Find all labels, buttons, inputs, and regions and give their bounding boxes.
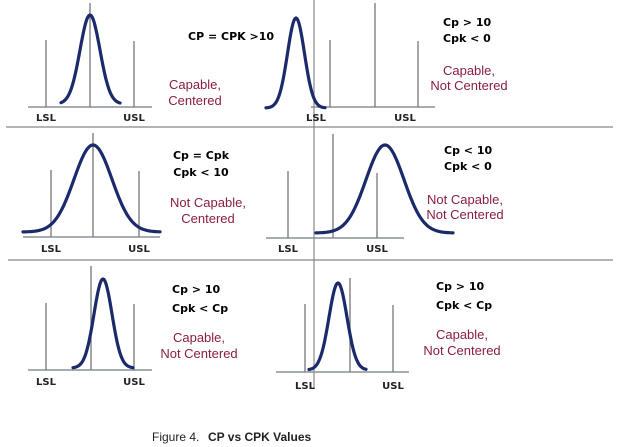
figure-caption: Figure 4. CP vs CPK Values (152, 430, 311, 444)
distribution-curve (21, 143, 162, 234)
verdict-line: Capable, (436, 327, 488, 342)
lsl-label: LSL (278, 244, 299, 255)
panel-6-text: LSL USL Cp > 10 Cpk < Cp Capable, Not Ce… (295, 280, 501, 392)
distribution-curve (59, 13, 122, 105)
usl-label: USL (123, 113, 145, 124)
stat-line: Cp < 10 (444, 144, 492, 157)
distribution-curve (71, 277, 135, 370)
stat-line: Cpk < 0 (443, 32, 491, 45)
verdict-line: Centered (181, 211, 234, 226)
verdict-line: Capable, (169, 77, 221, 92)
panel-1-text: LSL USL CP = CPK >10 Capable, Centered (36, 30, 274, 124)
verdict-line: Not Capable, (170, 195, 246, 210)
distribution-curve (314, 143, 455, 235)
lsl-label: LSL (295, 381, 316, 392)
caption-prefix: Figure 4. (152, 430, 199, 444)
verdict-line: Not Centered (423, 343, 500, 358)
stat-line: Cp > 10 (172, 283, 220, 296)
usl-label: USL (123, 377, 145, 388)
stat-line: Cpk < 0 (444, 160, 492, 173)
stat-line: CP = CPK >10 (188, 30, 274, 43)
lsl-label: LSL (36, 113, 57, 124)
usl-label: USL (382, 381, 404, 392)
usl-label: USL (394, 113, 416, 124)
stat-line: Cp = Cpk (173, 149, 230, 162)
distribution-curve (264, 16, 327, 110)
distribution-curve (307, 281, 368, 372)
lsl-label: LSL (41, 244, 62, 255)
caption-title: CP vs CPK Values (208, 430, 311, 444)
stat-line: Cpk < Cp (436, 299, 492, 312)
stat-line: Cp > 10 (436, 280, 484, 293)
lsl-label: LSL (306, 113, 327, 124)
panel-5-text: LSL USL Cp > 10 Cpk < Cp Capable, Not Ce… (36, 283, 238, 388)
verdict-line: Not Centered (430, 78, 507, 93)
verdict-line: Not Capable, (427, 192, 503, 207)
stat-line: Cpk < Cp (172, 302, 228, 315)
panel-2-text: LSL USL Cp > 10 Cpk < 0 Capable, Not Cen… (306, 16, 508, 124)
panel-4-text: LSL USL Cp < 10 Cpk < 0 Not Capable, Not… (278, 144, 504, 255)
verdict-line: Capable, (443, 63, 495, 78)
verdict-line: Not Centered (160, 346, 237, 361)
verdict-line: Centered (168, 93, 221, 108)
usl-label: USL (366, 244, 388, 255)
lsl-label: LSL (36, 377, 57, 388)
stat-line: Cp > 10 (443, 16, 491, 29)
verdict-line: Not Centered (426, 207, 503, 222)
panel-3-text: LSL USL Cp = Cpk Cpk < 10 Not Capable, C… (41, 149, 246, 255)
usl-label: USL (128, 244, 150, 255)
stat-line: Cpk < 10 (173, 166, 229, 179)
verdict-line: Capable, (173, 330, 225, 345)
grid-dividers (6, 0, 613, 388)
